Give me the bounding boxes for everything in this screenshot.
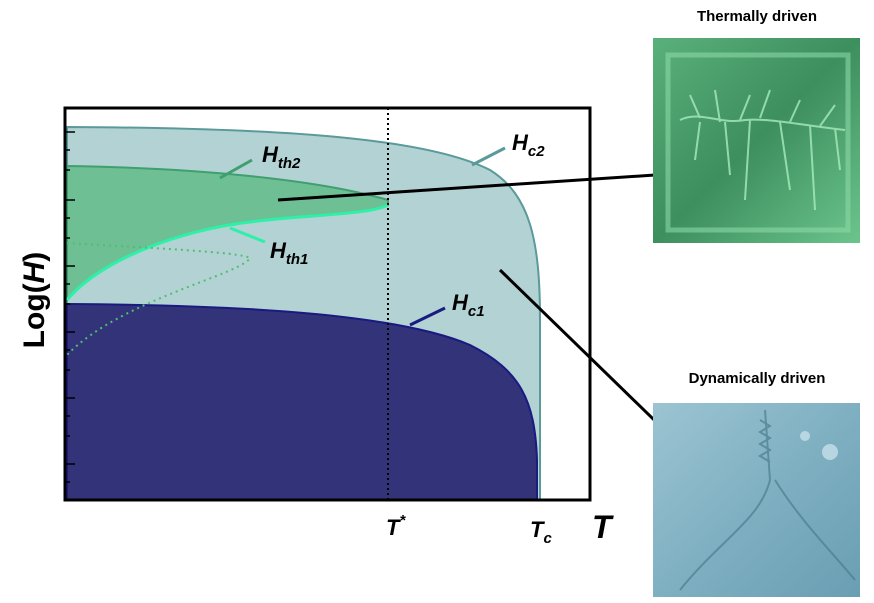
image-title: Dynamically driven	[689, 370, 826, 387]
diagram: Hc2 Hth2 Hth1 Hc1 T* Tc T Log(H) Thermal…	[0, 0, 874, 598]
t-star-label: T*	[386, 512, 406, 540]
y-axis-label: Log(H)	[18, 252, 51, 349]
thermal-image	[653, 38, 860, 243]
x-axis-label: T	[592, 509, 614, 545]
image-title: Thermally driven	[697, 8, 817, 25]
hc2-label: Hc2	[512, 130, 545, 160]
leader	[472, 148, 505, 165]
plot	[65, 108, 683, 500]
tc-label: Tc	[530, 517, 552, 547]
dynamic-image	[653, 403, 860, 597]
page: Hc2 Hth2 Hth1 Hc1 T* Tc T Log(H) Thermal…	[0, 0, 874, 603]
